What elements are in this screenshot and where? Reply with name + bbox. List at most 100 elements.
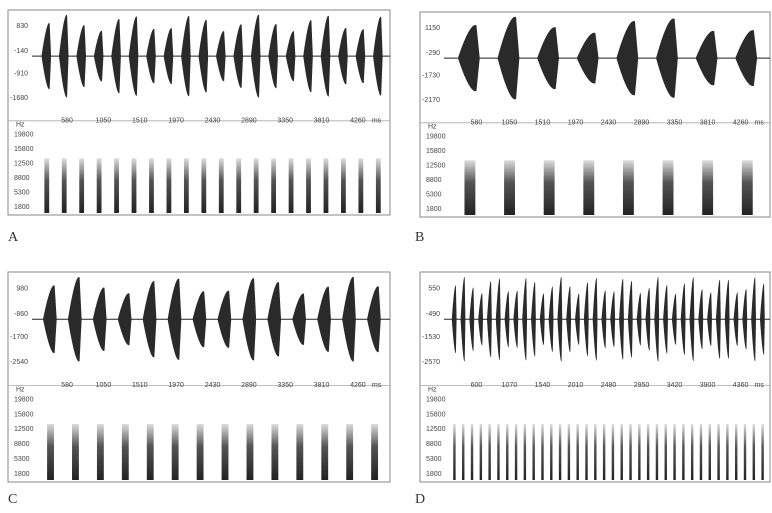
spectro-streak — [62, 158, 67, 213]
osc-tick-label: 980 — [16, 286, 28, 293]
pulse — [496, 279, 501, 360]
pulse — [216, 31, 226, 81]
pulse — [458, 25, 480, 91]
spectro-streak — [132, 158, 137, 213]
spectro-streak — [663, 160, 674, 215]
osc-tick-label: -1680 — [10, 95, 28, 102]
time-tick-label: 2430 — [601, 119, 617, 126]
pulse — [59, 15, 69, 98]
spectro-streak — [247, 424, 254, 480]
time-tick-label: 1050 — [96, 382, 112, 389]
time-tick-label: 4260 — [733, 119, 749, 126]
pulse — [469, 288, 474, 351]
spectro-tick-label: 5300 — [14, 456, 30, 463]
spectro-streak — [638, 424, 640, 480]
spectro-streak — [621, 424, 623, 480]
pulse — [734, 292, 739, 346]
pulse — [193, 291, 207, 347]
time-tick-label: 2010 — [568, 382, 584, 389]
pulse — [505, 291, 510, 347]
osc-tick-label: -1530 — [422, 334, 440, 341]
spectro-tick-label: 8800 — [14, 175, 30, 182]
panel-label: A — [8, 230, 19, 245]
spectro-streak — [700, 424, 702, 480]
spectro-tick-label: 15800 — [426, 411, 446, 418]
spectro-streak — [629, 424, 631, 480]
spectro-streak — [97, 424, 104, 480]
spectro-streak — [673, 424, 675, 480]
spectro-streak — [603, 424, 605, 480]
panel-label: C — [8, 492, 17, 507]
spectro-streak — [691, 424, 693, 480]
time-tick-label: 2480 — [601, 382, 617, 389]
time-tick-label: 1970 — [168, 117, 184, 124]
pulse — [129, 16, 139, 95]
spectro-streak — [167, 158, 172, 213]
pulse — [577, 33, 599, 84]
pulse — [168, 279, 182, 360]
pulse — [616, 21, 638, 95]
pulse — [593, 278, 598, 361]
spectro-streak — [726, 424, 728, 480]
time-unit: ms — [755, 382, 765, 389]
pulse — [373, 17, 383, 96]
spectro-tick-label: 5300 — [426, 191, 442, 198]
spectro-streak — [480, 424, 482, 480]
pulse — [76, 25, 86, 87]
pulse — [286, 31, 296, 81]
time-tick-label: 3350 — [277, 117, 293, 124]
pulse — [610, 292, 615, 347]
osc-tick-label: -1730 — [422, 72, 440, 79]
spectro-streak — [585, 424, 587, 480]
pulse — [696, 31, 718, 86]
time-tick-label: 1070 — [502, 382, 518, 389]
time-tick-label: 600 — [471, 382, 483, 389]
spectro-streak — [97, 158, 102, 213]
time-tick-label: 1970 — [168, 382, 184, 389]
pulse — [566, 286, 571, 352]
osc-tick-label: 550 — [428, 286, 440, 293]
pulse — [513, 291, 518, 348]
spectro-streak — [717, 424, 719, 480]
time-tick-label: 3900 — [700, 382, 716, 389]
pulse — [43, 285, 57, 353]
pulse — [242, 278, 256, 360]
spectro-streak — [524, 424, 526, 480]
time-tick-label: 1970 — [568, 119, 584, 126]
pulse — [199, 20, 209, 93]
osc-tick-label: -290 — [426, 50, 440, 57]
pulse — [601, 290, 606, 348]
pulse — [68, 277, 82, 362]
spectro-streak — [559, 424, 561, 480]
pulse — [367, 286, 381, 352]
pulse — [619, 279, 624, 360]
spectro-unit: Hz — [16, 122, 25, 129]
pulse — [342, 277, 356, 362]
pulse — [41, 23, 51, 89]
pulse — [498, 17, 520, 100]
time-tick-label: 2430 — [205, 117, 221, 124]
pulse — [725, 280, 730, 359]
spectro-streak — [583, 160, 594, 215]
spectro-streak — [753, 424, 755, 480]
spectro-streak — [541, 424, 543, 480]
spectro-streak — [550, 424, 552, 480]
pulse — [540, 294, 545, 345]
spectro-streak — [47, 424, 54, 480]
spectro-tick-label: 12500 — [426, 163, 446, 170]
osc-tick-label: -140 — [14, 48, 28, 55]
spectro-streak — [201, 158, 206, 213]
spectro-streak — [576, 424, 578, 480]
time-tick-label: 580 — [471, 119, 483, 126]
pulse — [356, 29, 366, 83]
spectro-tick-label: 1800 — [14, 204, 30, 211]
time-tick-label: 2890 — [241, 382, 257, 389]
spectro-streak — [488, 424, 490, 480]
pulse — [487, 281, 492, 357]
spectro-streak — [506, 424, 508, 480]
spectro-streak — [761, 424, 763, 480]
spectro-streak — [656, 424, 658, 480]
spectro-tick-label: 5300 — [14, 189, 30, 196]
